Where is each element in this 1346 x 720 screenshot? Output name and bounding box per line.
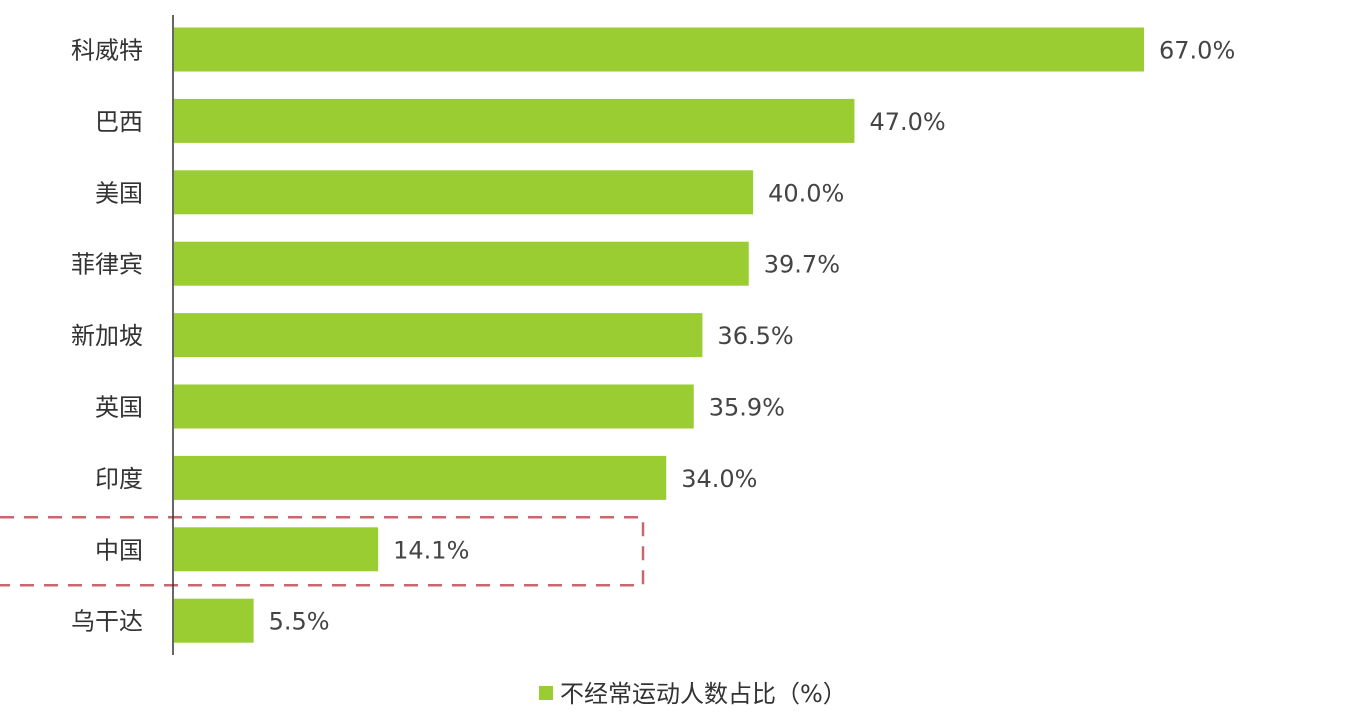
bar-0 — [174, 27, 1144, 72]
value-label-1: 47.0% — [869, 108, 945, 136]
bar-2 — [174, 170, 754, 215]
category-label-0: 科威特 — [71, 37, 143, 65]
category-label-1: 巴西 — [95, 108, 143, 136]
value-label-3: 39.7% — [764, 251, 840, 279]
bar-6 — [174, 455, 667, 500]
value-label-6: 34.0% — [681, 465, 757, 493]
legend-label: 不经常运动人数占比（%） — [560, 680, 847, 708]
category-label-3: 菲律宾 — [71, 251, 143, 279]
bar-5 — [174, 384, 694, 429]
bar-7 — [174, 527, 379, 572]
category-label-7: 中国 — [95, 536, 143, 564]
bar-1 — [174, 98, 855, 143]
category-label-2: 美国 — [95, 179, 143, 207]
value-label-2: 40.0% — [768, 179, 844, 207]
value-label-4: 36.5% — [717, 322, 793, 350]
category-label-4: 新加坡 — [71, 322, 143, 350]
bar-4 — [174, 313, 703, 358]
highlight-box — [0, 516, 645, 587]
value-label-7: 14.1% — [393, 536, 469, 564]
value-label-8: 5.5% — [269, 608, 330, 636]
bar-3 — [174, 241, 749, 286]
bar-8 — [174, 598, 254, 643]
value-label-5: 35.9% — [709, 394, 785, 422]
value-label-0: 67.0% — [1159, 37, 1235, 65]
category-label-8: 乌干达 — [71, 608, 143, 636]
legend-swatch — [539, 686, 553, 700]
category-label-6: 印度 — [95, 465, 143, 493]
category-label-5: 英国 — [95, 394, 143, 422]
